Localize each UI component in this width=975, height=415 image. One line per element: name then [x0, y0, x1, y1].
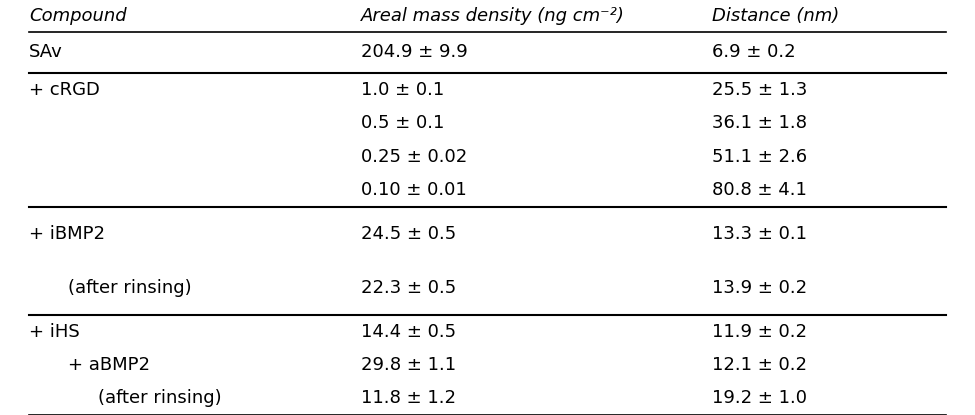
- Text: 6.9 ± 0.2: 6.9 ± 0.2: [712, 44, 796, 61]
- Text: 0.25 ± 0.02: 0.25 ± 0.02: [361, 148, 467, 166]
- Text: 24.5 ± 0.5: 24.5 ± 0.5: [361, 225, 456, 243]
- Text: Distance (nm): Distance (nm): [712, 7, 839, 25]
- Text: 13.9 ± 0.2: 13.9 ± 0.2: [712, 279, 807, 297]
- Text: (after rinsing): (after rinsing): [68, 279, 192, 297]
- Text: 14.4 ± 0.5: 14.4 ± 0.5: [361, 322, 456, 341]
- Text: (after rinsing): (after rinsing): [98, 389, 221, 407]
- Text: 0.5 ± 0.1: 0.5 ± 0.1: [361, 114, 445, 132]
- Text: Areal mass density (ng cm⁻²): Areal mass density (ng cm⁻²): [361, 7, 625, 25]
- Text: 12.1 ± 0.2: 12.1 ± 0.2: [712, 356, 806, 374]
- Text: SAv: SAv: [29, 44, 63, 61]
- Text: Compound: Compound: [29, 7, 127, 25]
- Text: 13.3 ± 0.1: 13.3 ± 0.1: [712, 225, 806, 243]
- Text: 51.1 ± 2.6: 51.1 ± 2.6: [712, 148, 807, 166]
- Text: 22.3 ± 0.5: 22.3 ± 0.5: [361, 279, 456, 297]
- Text: + iHS: + iHS: [29, 322, 80, 341]
- Text: 11.9 ± 0.2: 11.9 ± 0.2: [712, 322, 806, 341]
- Text: 0.10 ± 0.01: 0.10 ± 0.01: [361, 181, 466, 199]
- Text: 1.0 ± 0.1: 1.0 ± 0.1: [361, 81, 444, 99]
- Text: 19.2 ± 1.0: 19.2 ± 1.0: [712, 389, 806, 407]
- Text: 25.5 ± 1.3: 25.5 ± 1.3: [712, 81, 807, 99]
- Text: 29.8 ± 1.1: 29.8 ± 1.1: [361, 356, 456, 374]
- Text: 36.1 ± 1.8: 36.1 ± 1.8: [712, 114, 806, 132]
- Text: + cRGD: + cRGD: [29, 81, 100, 99]
- Text: 11.8 ± 1.2: 11.8 ± 1.2: [361, 389, 455, 407]
- Text: + aBMP2: + aBMP2: [68, 356, 150, 374]
- Text: + iBMP2: + iBMP2: [29, 225, 105, 243]
- Text: 204.9 ± 9.9: 204.9 ± 9.9: [361, 44, 467, 61]
- Text: 80.8 ± 4.1: 80.8 ± 4.1: [712, 181, 806, 199]
